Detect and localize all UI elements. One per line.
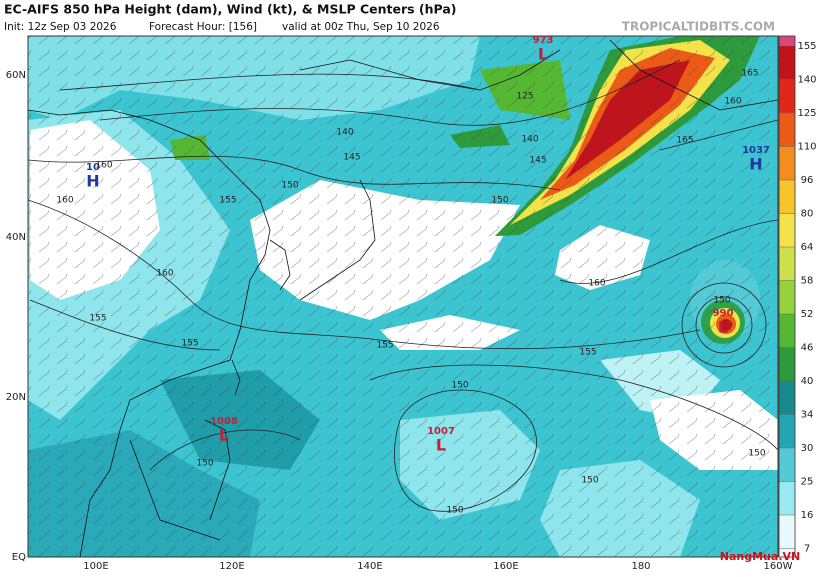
lon-label: 160E [493, 561, 518, 572]
lon-label: 180 [631, 561, 650, 572]
colorbar-swatch [779, 280, 795, 314]
colorbar-label: 80 [801, 209, 814, 220]
center-letter: L [436, 436, 446, 455]
colorbar-swatch [779, 448, 795, 482]
contour-label: 145 [529, 156, 546, 166]
init: Init: 12z Sep 03 2026 [4, 21, 117, 33]
colorbar-label: 46 [801, 343, 814, 354]
colorbar: 155 140 125 110 96 80 64 58 52 46 40 34 30 25 16 7 [778, 35, 817, 558]
colorbar-label: 25 [801, 477, 814, 488]
contour-label: 155 [181, 339, 198, 349]
lat-label: 20N [6, 392, 26, 403]
center-pressure: 1037 [742, 145, 770, 156]
lat-label: 60N [6, 70, 26, 81]
center-letter: L [538, 45, 548, 64]
contour-label: 150 [491, 196, 508, 206]
center-letter: H [749, 155, 762, 174]
center-pressure: 990 [713, 308, 734, 319]
colorbar-label: 64 [801, 242, 814, 253]
colorbar-label: 140 [797, 75, 816, 86]
contour-label: 150 [451, 381, 468, 391]
colorbar-swatch [779, 146, 795, 180]
colorbar-swatch [779, 381, 795, 415]
contour-label: 160 [588, 279, 605, 289]
contour-label: 150 [446, 506, 463, 516]
contour-label: 155 [376, 341, 393, 351]
lat-label: 40N [6, 232, 26, 243]
colorbar-swatch [779, 347, 795, 381]
map-frame [27, 35, 779, 558]
colorbar-swatch [779, 113, 795, 147]
colorbar-label: 58 [801, 276, 814, 287]
colorbar-label: 155 [797, 41, 816, 52]
colorbar-swatch [779, 213, 795, 247]
lon-label: 160W [764, 561, 793, 572]
forecast-hour: Forecast Hour: [156] [149, 21, 257, 33]
contour-label: 140 [336, 128, 353, 138]
watermark: NangMua.VN [720, 550, 800, 563]
center-pressure: 973 [533, 35, 554, 46]
title: EC-AIFS 850 hPa Height (dam), Wind (kt),… [4, 2, 457, 17]
center-letter: L [718, 318, 728, 337]
contour-label: 160 [724, 97, 741, 107]
colorbar-label: 110 [797, 142, 816, 153]
center-letter: L [219, 426, 229, 445]
contour-label: 165 [741, 69, 758, 79]
colorbar-swatch [779, 180, 795, 214]
contour-label: 160 [95, 161, 112, 171]
colorbar-swatch [779, 79, 795, 113]
contour-label: 150 [748, 449, 765, 459]
colorbar-swatch [779, 46, 795, 80]
colorbar-label: 34 [801, 410, 814, 421]
contour-label: 160 [156, 269, 173, 279]
contour-label: 155 [579, 348, 596, 358]
center-pressure: 1007 [427, 426, 455, 437]
lon-label: 120E [219, 561, 244, 572]
lat-label: EQ [12, 552, 26, 563]
colorbar-swatch [779, 314, 795, 348]
colorbar-label: 7 [804, 544, 810, 555]
center-letter: H [86, 172, 99, 191]
colorbar-label: 125 [797, 108, 816, 119]
colorbar-label: 52 [801, 309, 814, 320]
contour-label: 145 [343, 153, 360, 163]
source: TROPICALTIDBITS.COM [622, 20, 775, 34]
contour-label: 140 [521, 135, 538, 145]
colorbar-swatch [779, 247, 795, 281]
contour-label: 150 [196, 459, 213, 469]
contour-label: 155 [89, 314, 106, 324]
colorbar-swatch [779, 414, 795, 448]
contour-label: 150 [281, 181, 298, 191]
map-area [28, 36, 778, 557]
colorbar-label: 96 [801, 175, 814, 186]
valid-time: valid at 00z Thu, Sep 10 2026 [282, 21, 440, 33]
contour-label: 125 [516, 92, 533, 102]
contour-label: 150 [581, 476, 598, 486]
colorbar-label: 16 [801, 510, 814, 521]
contour-label: 160 [56, 196, 73, 206]
contour-label: 150 [713, 296, 730, 306]
colorbar-swatch [779, 36, 795, 46]
lon-label: 100E [83, 561, 108, 572]
center-pressure: 10 [86, 162, 100, 173]
center-pressure: 1008 [210, 416, 238, 427]
colorbar-label: 40 [801, 376, 814, 387]
colorbar-swatch [779, 481, 795, 515]
colorbar-label: 30 [801, 443, 814, 454]
lon-label: 140E [357, 561, 382, 572]
contour-label: 155 [219, 196, 236, 206]
colorbar-swatch [779, 515, 795, 557]
colorbar-frame [778, 35, 796, 558]
contour-label: 165 [676, 136, 693, 146]
